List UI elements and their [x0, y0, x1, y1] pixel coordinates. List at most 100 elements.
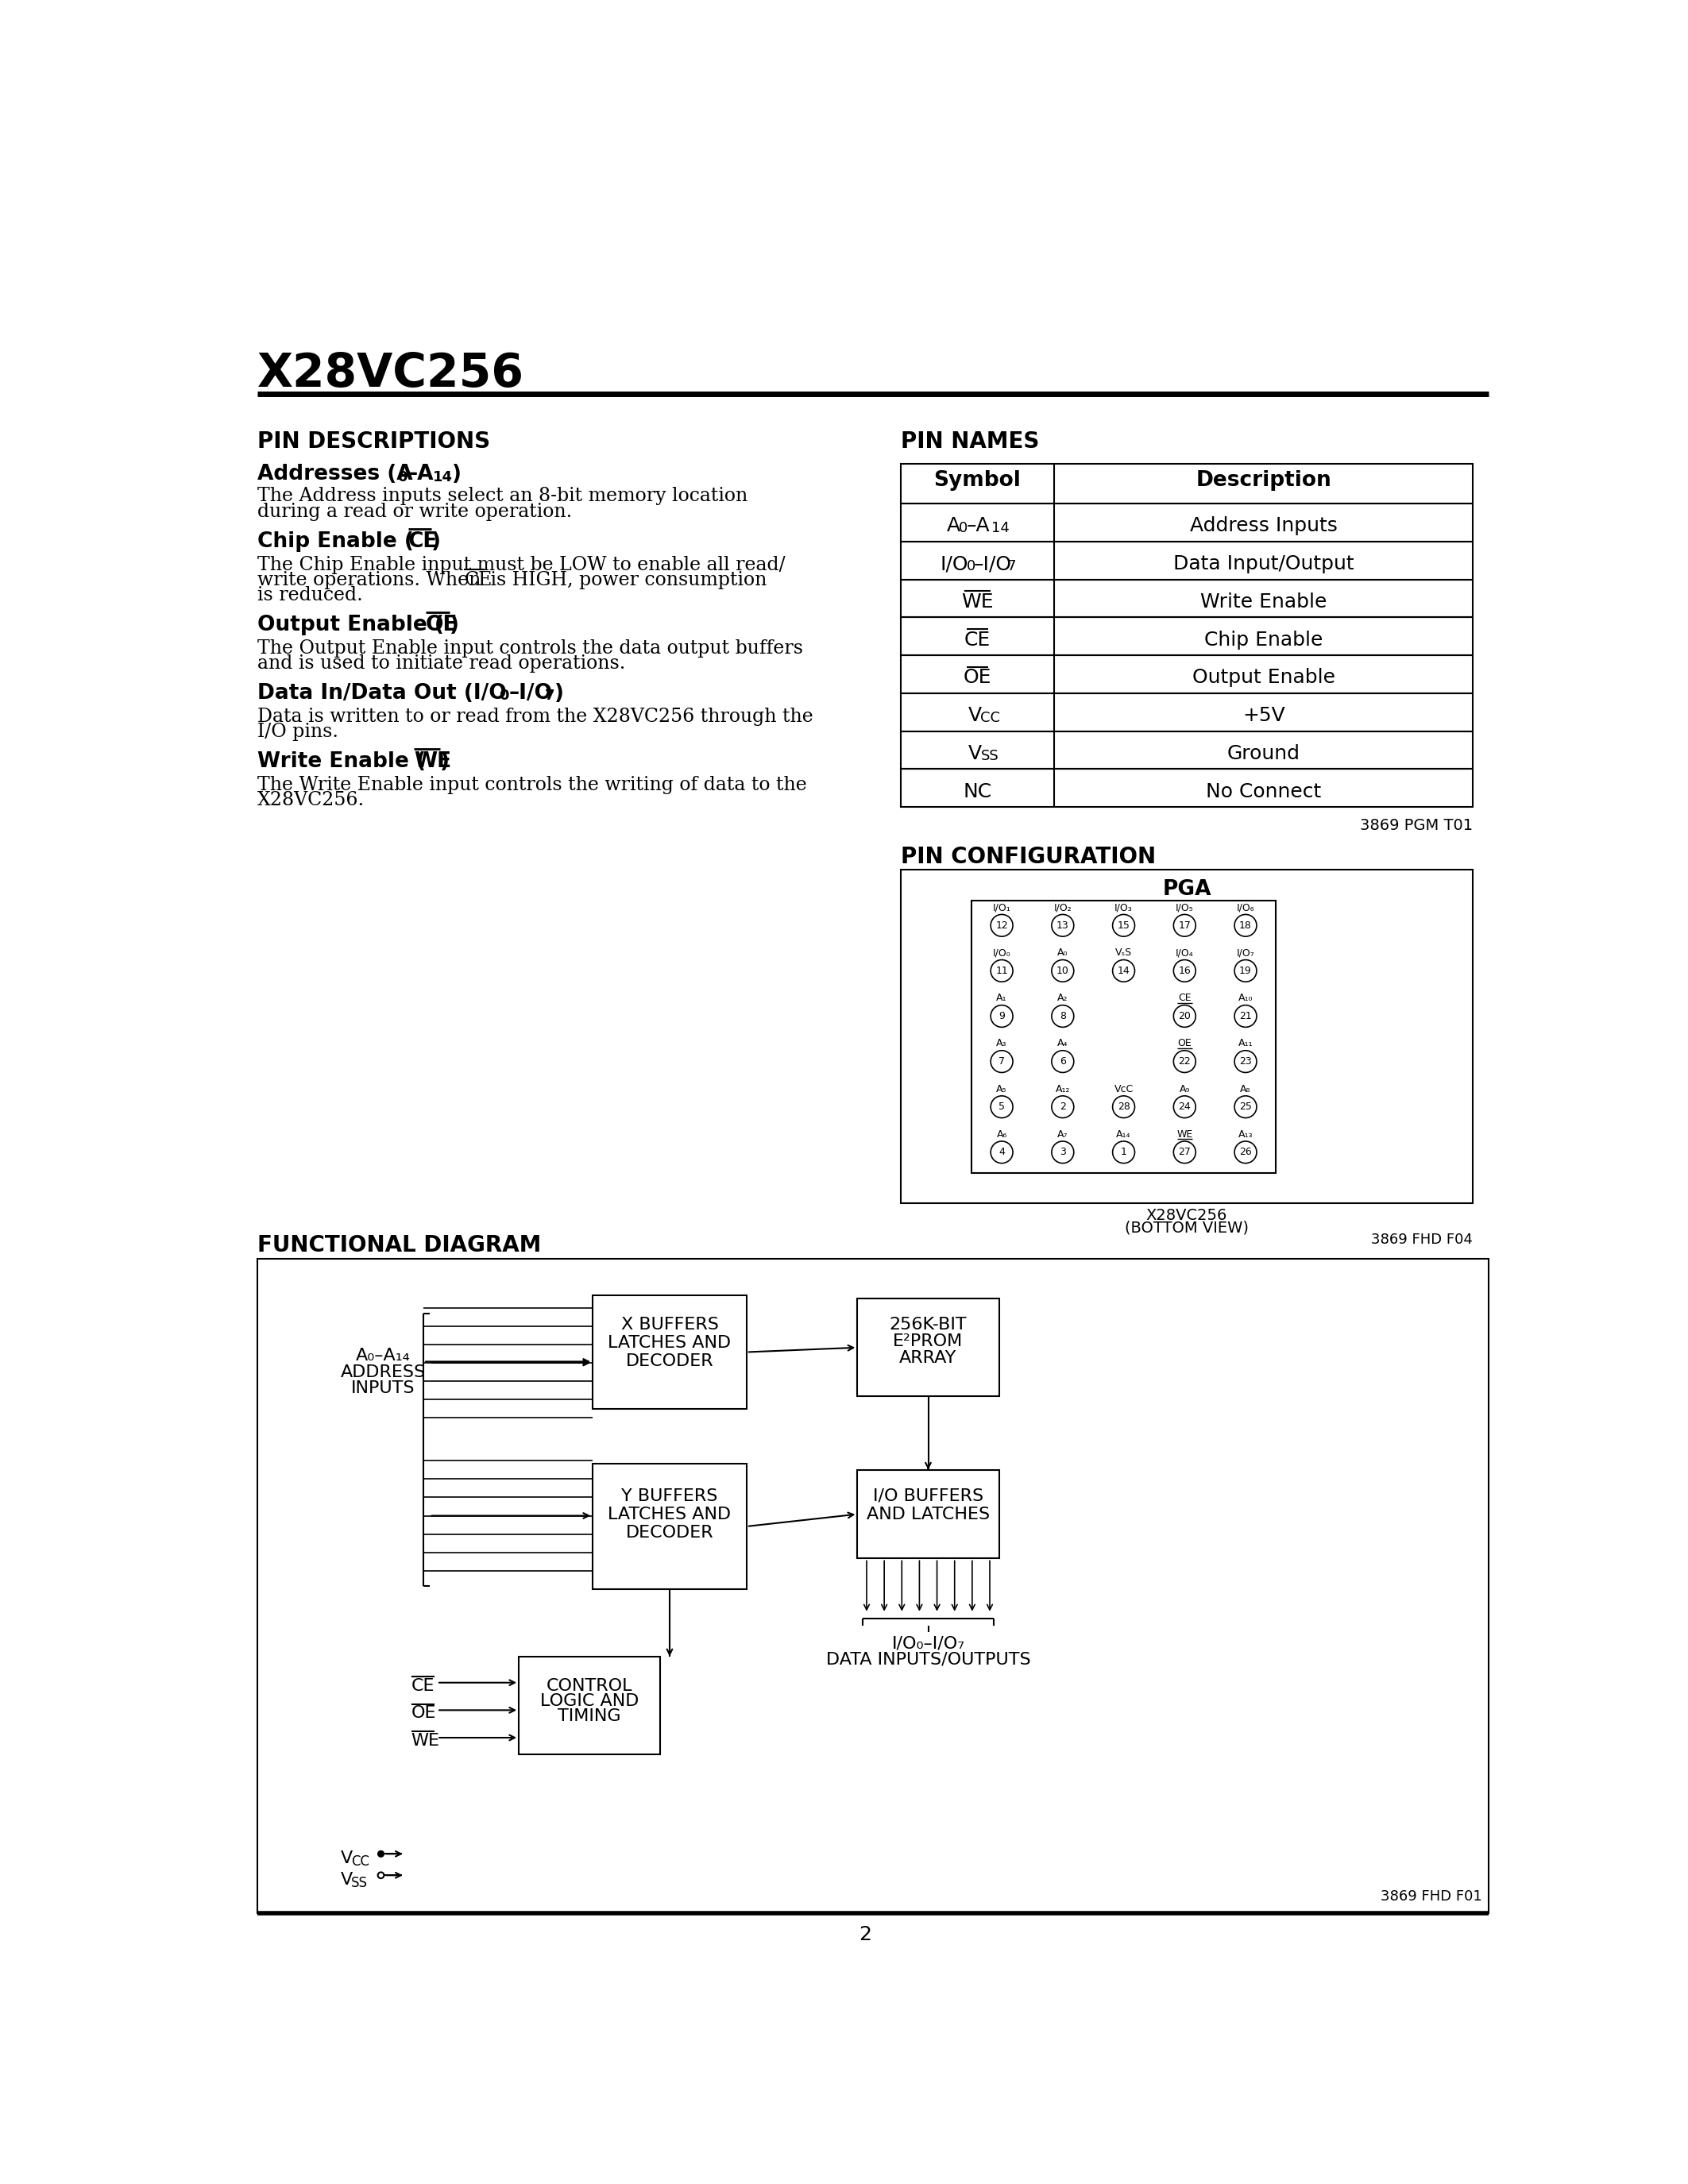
- Text: LATCHES AND: LATCHES AND: [608, 1334, 731, 1352]
- Text: The Output Enable input controls the data output buffers: The Output Enable input controls the dat…: [257, 640, 803, 657]
- Text: A₅: A₅: [996, 1083, 1008, 1094]
- Text: SS: SS: [351, 1876, 368, 1889]
- Text: A₇: A₇: [1057, 1129, 1069, 1140]
- Text: –A: –A: [407, 463, 434, 485]
- Text: Y BUFFERS: Y BUFFERS: [621, 1487, 717, 1505]
- Text: DATA INPUTS/OUTPUTS: DATA INPUTS/OUTPUTS: [825, 1651, 1030, 1666]
- Text: write operations. When: write operations. When: [257, 570, 486, 590]
- Text: +5V: +5V: [1242, 705, 1285, 725]
- Text: VₛS: VₛS: [1116, 948, 1133, 959]
- Text: 0: 0: [500, 688, 510, 703]
- Text: –I/O: –I/O: [510, 684, 552, 703]
- Circle shape: [1052, 915, 1074, 937]
- Text: A₂: A₂: [1057, 994, 1069, 1002]
- Text: X28VC256: X28VC256: [1146, 1208, 1227, 1223]
- Text: 28: 28: [1117, 1101, 1129, 1112]
- Text: PIN NAMES: PIN NAMES: [900, 430, 1040, 452]
- Text: (BOTTOM VIEW): (BOTTOM VIEW): [1124, 1221, 1249, 1236]
- Circle shape: [1173, 1096, 1195, 1118]
- Circle shape: [991, 1005, 1013, 1026]
- Text: FUNCTIONAL DIAGRAM: FUNCTIONAL DIAGRAM: [257, 1234, 542, 1256]
- Text: Output Enable (: Output Enable (: [257, 616, 444, 636]
- Text: Chip Enable (: Chip Enable (: [257, 531, 414, 553]
- Circle shape: [378, 1850, 383, 1856]
- Text: 256K-BIT: 256K-BIT: [890, 1317, 967, 1332]
- Text: I/O₂: I/O₂: [1053, 902, 1072, 913]
- Text: X28VC256: X28VC256: [257, 352, 523, 395]
- Text: A₀–A₁₄: A₀–A₁₄: [356, 1348, 410, 1363]
- Text: SS: SS: [981, 749, 999, 762]
- Text: I/O: I/O: [940, 555, 969, 574]
- Text: A₈: A₈: [1241, 1083, 1251, 1094]
- Bar: [971, 900, 1276, 1173]
- Text: CE: CE: [412, 1677, 434, 1693]
- Text: 20: 20: [1178, 1011, 1192, 1022]
- Text: E²PROM: E²PROM: [893, 1334, 964, 1350]
- Text: VᴄC: VᴄC: [1114, 1083, 1133, 1094]
- Text: Write Enable: Write Enable: [1200, 592, 1327, 612]
- Text: Addresses (A: Addresses (A: [257, 463, 412, 485]
- Text: Data In/Data Out (I/O: Data In/Data Out (I/O: [257, 684, 506, 703]
- Text: A₁: A₁: [996, 994, 1008, 1002]
- Bar: [592, 1463, 746, 1590]
- Text: Write Enable (: Write Enable (: [257, 751, 425, 771]
- Text: A₉: A₉: [1180, 1083, 1190, 1094]
- Text: 7: 7: [999, 1057, 1004, 1066]
- Circle shape: [1052, 1142, 1074, 1164]
- Text: 24: 24: [1178, 1101, 1190, 1112]
- Text: I/O₀–I/O₇: I/O₀–I/O₇: [891, 1636, 966, 1651]
- Text: 11: 11: [996, 965, 1008, 976]
- Text: Chip Enable: Chip Enable: [1205, 631, 1323, 649]
- Bar: [900, 463, 1474, 505]
- Text: OE: OE: [964, 668, 991, 688]
- Bar: [900, 869, 1474, 1203]
- Text: TIMING: TIMING: [559, 1708, 621, 1723]
- Text: LOGIC AND: LOGIC AND: [540, 1693, 640, 1708]
- Text: 21: 21: [1239, 1011, 1252, 1022]
- Text: ): ): [432, 531, 441, 553]
- Text: 15: 15: [1117, 919, 1129, 930]
- Circle shape: [378, 1872, 383, 1878]
- Text: WE: WE: [1177, 1129, 1193, 1140]
- Text: 14: 14: [991, 522, 1009, 535]
- Text: 0: 0: [966, 559, 976, 574]
- Text: A₃: A₃: [996, 1037, 1008, 1048]
- Text: 22: 22: [1178, 1057, 1190, 1066]
- Text: Data is written to or read from the X28VC256 through the: Data is written to or read from the X28V…: [257, 708, 814, 725]
- Bar: [900, 505, 1474, 542]
- Text: OE: OE: [425, 616, 457, 636]
- Circle shape: [1173, 915, 1195, 937]
- Text: 14: 14: [1117, 965, 1129, 976]
- Circle shape: [991, 1142, 1013, 1164]
- Bar: [900, 769, 1474, 806]
- Bar: [900, 692, 1474, 732]
- Text: 7: 7: [1008, 559, 1016, 574]
- Text: The Write Enable input controls the writing of data to the: The Write Enable input controls the writ…: [257, 775, 807, 795]
- Text: A₁₁: A₁₁: [1239, 1037, 1252, 1048]
- Text: Description: Description: [1195, 470, 1332, 491]
- Bar: [518, 1655, 660, 1754]
- Text: A₁₄: A₁₄: [1116, 1129, 1131, 1140]
- Text: I/O₃: I/O₃: [1114, 902, 1133, 913]
- Text: 3869 FHD F01: 3869 FHD F01: [1381, 1889, 1482, 1904]
- Circle shape: [1173, 1051, 1195, 1072]
- Bar: [900, 732, 1474, 769]
- Text: I/O₅: I/O₅: [1175, 902, 1193, 913]
- Text: I/O₆: I/O₆: [1237, 902, 1254, 913]
- Text: A: A: [947, 515, 960, 535]
- Text: ): ): [441, 751, 449, 771]
- Text: 2: 2: [1060, 1101, 1065, 1112]
- Text: CE: CE: [1178, 994, 1192, 1002]
- Text: PIN DESCRIPTIONS: PIN DESCRIPTIONS: [257, 430, 490, 452]
- Text: 2: 2: [859, 1926, 871, 1944]
- Text: 0: 0: [959, 522, 967, 535]
- Text: Output Enable: Output Enable: [1192, 668, 1335, 688]
- Text: Address Inputs: Address Inputs: [1190, 515, 1337, 535]
- Circle shape: [1112, 1142, 1134, 1164]
- Text: V: V: [341, 1850, 353, 1867]
- Text: 3: 3: [1060, 1147, 1065, 1158]
- Text: –I/O: –I/O: [974, 555, 1011, 574]
- Text: 12: 12: [996, 919, 1008, 930]
- Text: A₀: A₀: [1057, 948, 1069, 959]
- Circle shape: [1112, 915, 1134, 937]
